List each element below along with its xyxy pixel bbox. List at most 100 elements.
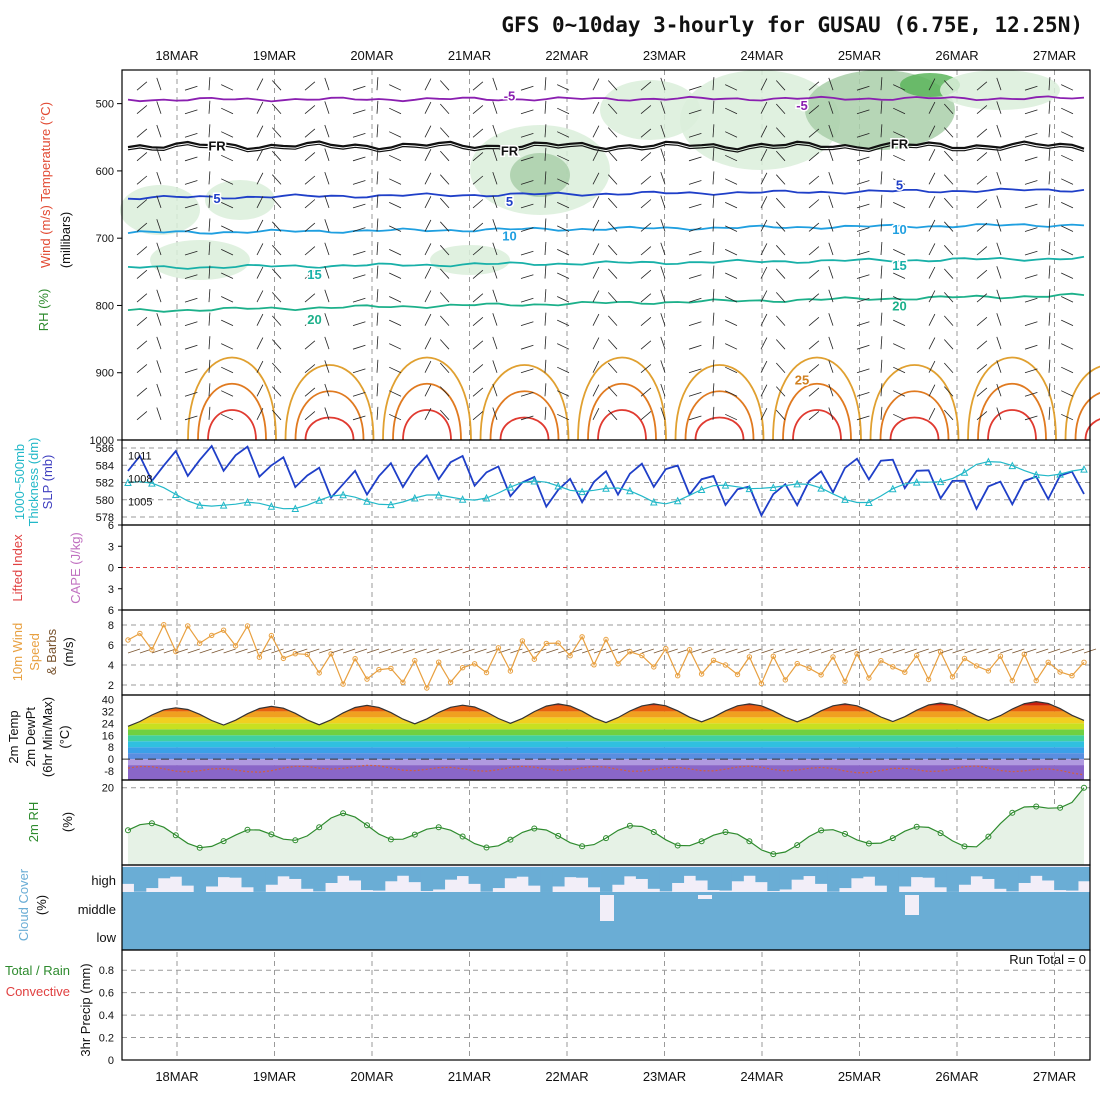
wind-barb — [893, 296, 906, 303]
warm-isotherm — [792, 409, 842, 441]
wind-barb — [776, 292, 786, 303]
wind-barb — [688, 180, 702, 185]
wind-barb — [928, 290, 936, 303]
thickness-tick-label: 580 — [96, 495, 114, 507]
warm-isotherm — [294, 390, 365, 441]
warm-isotherm — [382, 356, 472, 441]
thickness-marker — [315, 496, 324, 504]
wind-barb — [136, 293, 148, 303]
wind-barb — [557, 272, 570, 279]
wind-barb — [944, 409, 954, 421]
wind-barb — [440, 245, 450, 256]
wind-barb — [592, 196, 600, 209]
isotherm-label: FR — [891, 136, 909, 151]
wind-barb — [928, 196, 936, 209]
wind-barb — [808, 175, 820, 185]
wind-barb — [221, 202, 234, 209]
wind-barb-10m — [1048, 648, 1061, 654]
wind-barb — [352, 250, 366, 256]
wind-barb — [440, 362, 450, 373]
wind-barb — [893, 131, 906, 138]
wind-barb — [776, 80, 786, 91]
thickness-marker — [124, 478, 132, 486]
wind-barb — [828, 360, 834, 373]
wind-barb-10m — [271, 648, 284, 654]
wind-barb — [608, 339, 618, 350]
wind-barb — [996, 383, 1002, 397]
wind-barb-10m — [558, 648, 571, 654]
wind-barb — [1061, 178, 1074, 185]
wind-barb — [184, 156, 198, 162]
thickness-tick-label: 582 — [96, 478, 114, 490]
wind-barb — [880, 194, 883, 208]
wind-barb — [880, 124, 883, 138]
lifted-index-tick-label: 6 — [108, 605, 114, 617]
wind-barb — [828, 313, 834, 326]
wind-barb-10m — [175, 648, 188, 654]
wind-barb — [808, 269, 820, 279]
wind-barb — [1061, 390, 1074, 397]
wind-barb — [557, 225, 570, 232]
top-date-label: 27MAR — [1033, 48, 1076, 63]
wind-barb — [725, 84, 738, 91]
wind-barb — [1024, 368, 1038, 374]
wind-barb — [221, 225, 234, 232]
wind-barb — [608, 80, 618, 91]
wind-barb — [352, 85, 366, 91]
wind-barb — [440, 103, 450, 114]
wind-barb — [592, 149, 600, 161]
wind-barb — [544, 147, 547, 161]
warm-isotherm — [1084, 418, 1100, 441]
wind-barb — [760, 360, 768, 373]
panel-axis-label-line: (millibars) — [58, 212, 73, 268]
wind-barb — [893, 249, 906, 256]
wind-barb — [424, 78, 432, 91]
wind-barb-10m — [331, 648, 344, 654]
warm-isotherm — [587, 383, 657, 441]
cloud-level-label: high — [91, 873, 116, 888]
wind-barb — [272, 386, 282, 397]
wind-barb — [256, 290, 264, 303]
wind-barb — [856, 415, 870, 421]
wind-barb — [660, 195, 666, 209]
cloud-high-bar — [862, 867, 876, 877]
wind-barb — [352, 274, 366, 279]
wind-barb — [776, 339, 786, 350]
wind-barb — [660, 171, 666, 185]
cloud-high-bar — [994, 867, 1007, 889]
precip-tick-label: 0 — [108, 1055, 114, 1067]
wind-barb-10m — [988, 648, 1001, 654]
cloud-high-bar — [229, 867, 242, 878]
thickness-marker — [841, 495, 849, 503]
wind-barb — [760, 266, 768, 279]
wind-barb — [928, 360, 936, 373]
wind-barb — [256, 125, 264, 138]
bottom-date-label: 20MAR — [350, 1069, 393, 1084]
wind-barb — [725, 296, 738, 303]
wind-barb-10m — [892, 648, 905, 654]
thickness-marker — [673, 496, 682, 505]
pressure-tick-label: 900 — [96, 368, 114, 380]
cloud-high-bar — [755, 867, 768, 883]
wind-barb — [776, 268, 786, 279]
panel-axis-label-line: (m/s) — [61, 637, 76, 667]
wind-barb — [184, 180, 198, 185]
cloud-high-bar — [647, 867, 661, 889]
wind-barb — [520, 180, 534, 185]
wind-barb — [893, 366, 906, 374]
wind-barb — [256, 360, 264, 373]
wind-barb-10m — [952, 648, 965, 654]
wind-barb — [324, 171, 330, 185]
wind-barb — [156, 360, 162, 373]
wind-speed-line — [127, 623, 1085, 690]
wind-barb — [492, 77, 498, 91]
warm-isotherm — [1074, 392, 1100, 441]
wind-barb — [660, 266, 666, 279]
lifted-index-tick-label: 3 — [108, 541, 114, 553]
wind-barb — [389, 272, 402, 279]
cloud-high-bar — [420, 867, 434, 892]
wind-barb — [976, 199, 988, 209]
wind-barb — [256, 196, 264, 209]
wind-barb — [640, 316, 652, 326]
wind-barb — [592, 408, 600, 420]
